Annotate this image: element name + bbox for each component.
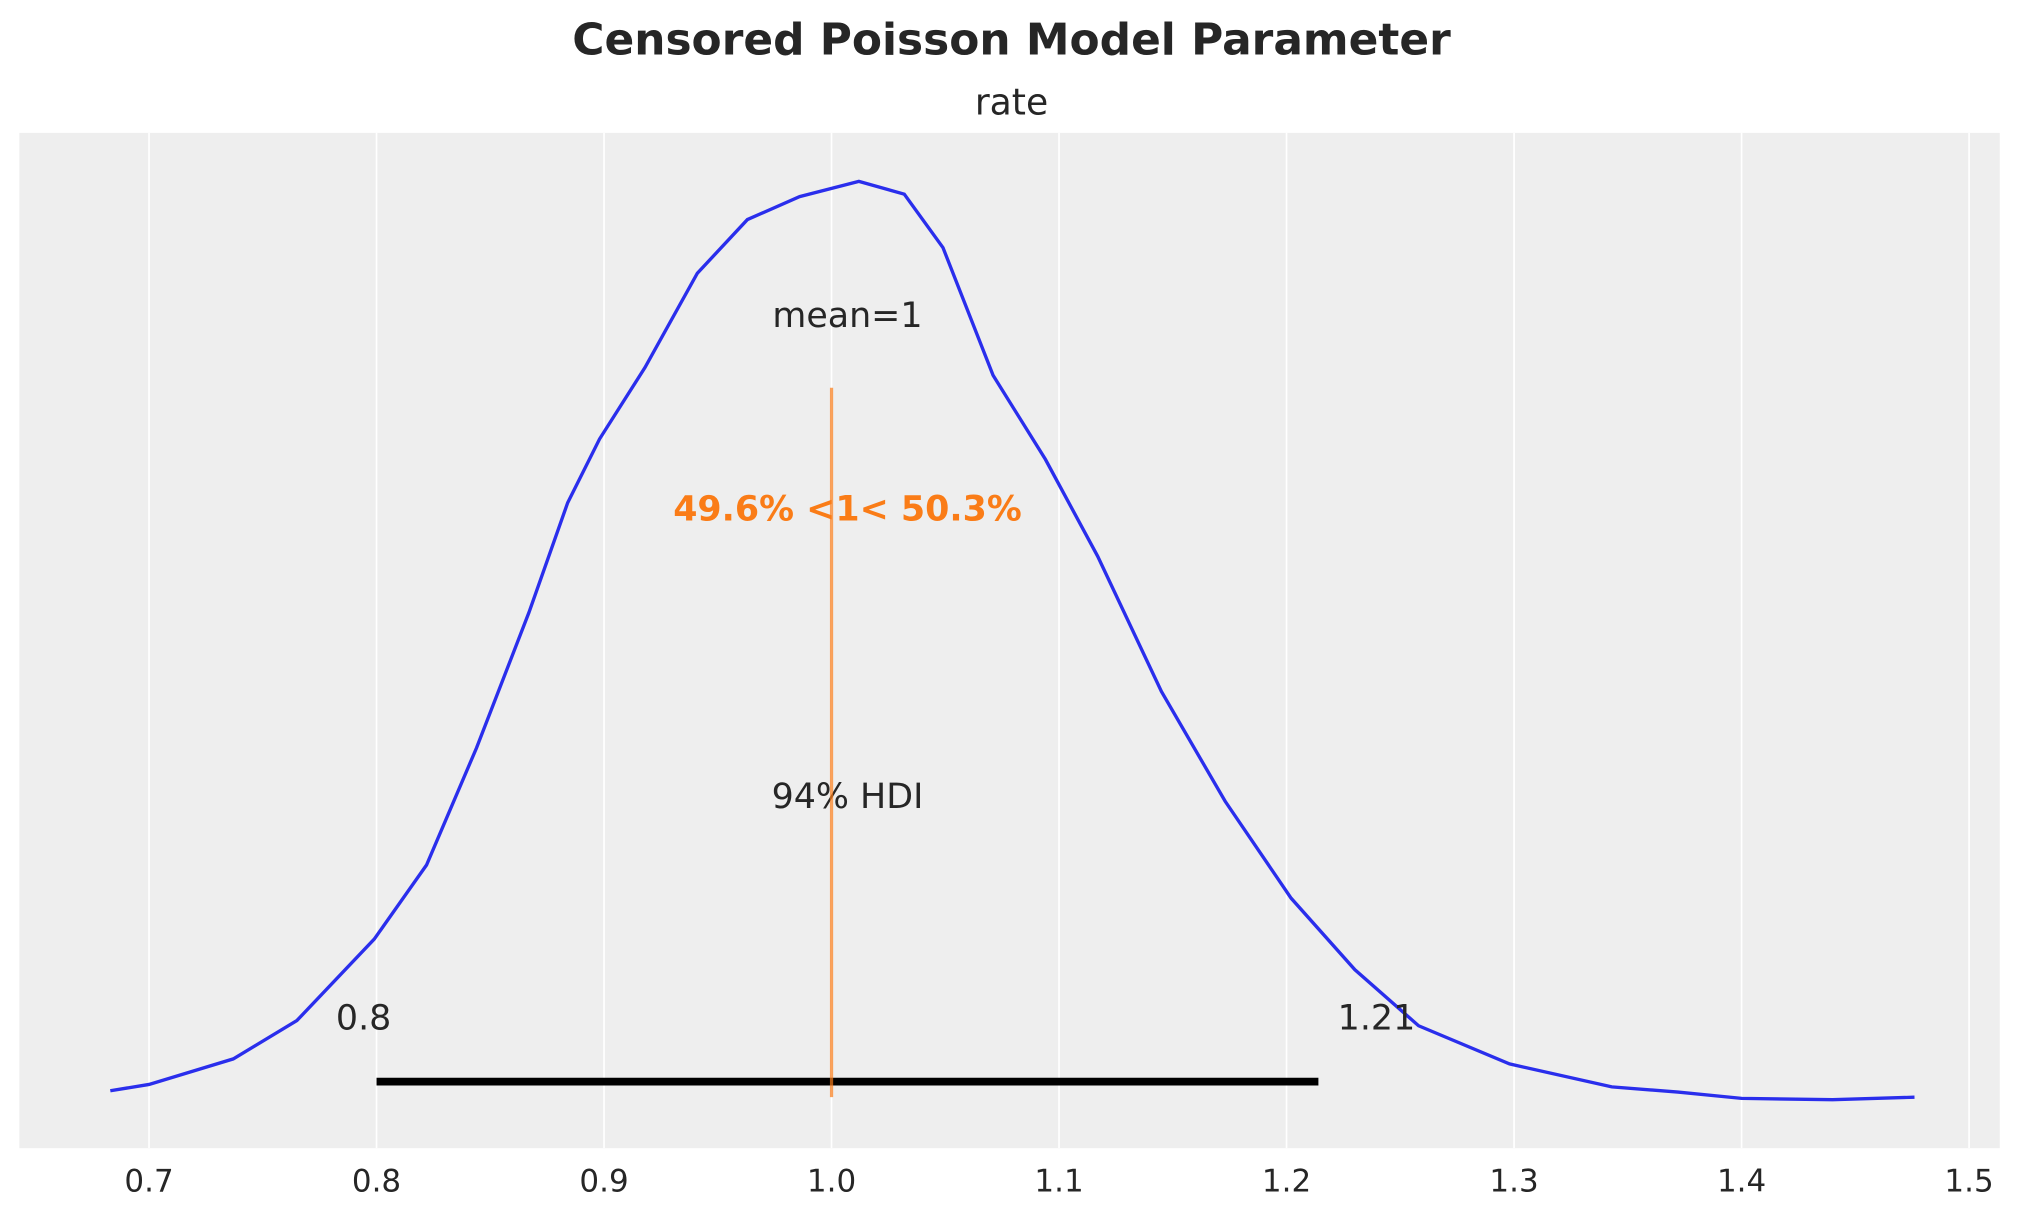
hdi-low-label: 0.8 — [336, 999, 391, 1039]
x-tick-label: 1.2 — [1262, 1164, 1311, 1200]
x-tick-label: 1.3 — [1489, 1164, 1538, 1200]
density-line — [110, 179, 1915, 1102]
subtitle: rate — [975, 80, 1048, 123]
hdi-label: 94% HDI — [772, 777, 924, 817]
hdi-high-label: 1.21 — [1338, 999, 1416, 1039]
x-tick-label: 1.5 — [1944, 1164, 1993, 1200]
x-tick-label: 0.7 — [124, 1164, 173, 1200]
plot-area — [19, 132, 2000, 1149]
x-tick-label: 0.9 — [579, 1164, 628, 1200]
x-tick-label: 0.8 — [352, 1164, 401, 1200]
x-tick-label: 1.1 — [1034, 1164, 1083, 1200]
ref-label: 49.6% <1< 50.3% — [673, 489, 1022, 529]
chart-title: Censored Poisson Model Parameter — [572, 15, 1451, 66]
x-tick-label: 1.0 — [807, 1164, 856, 1200]
x-tick-label: 1.4 — [1717, 1164, 1766, 1200]
mean-label: mean=1 — [772, 296, 922, 336]
